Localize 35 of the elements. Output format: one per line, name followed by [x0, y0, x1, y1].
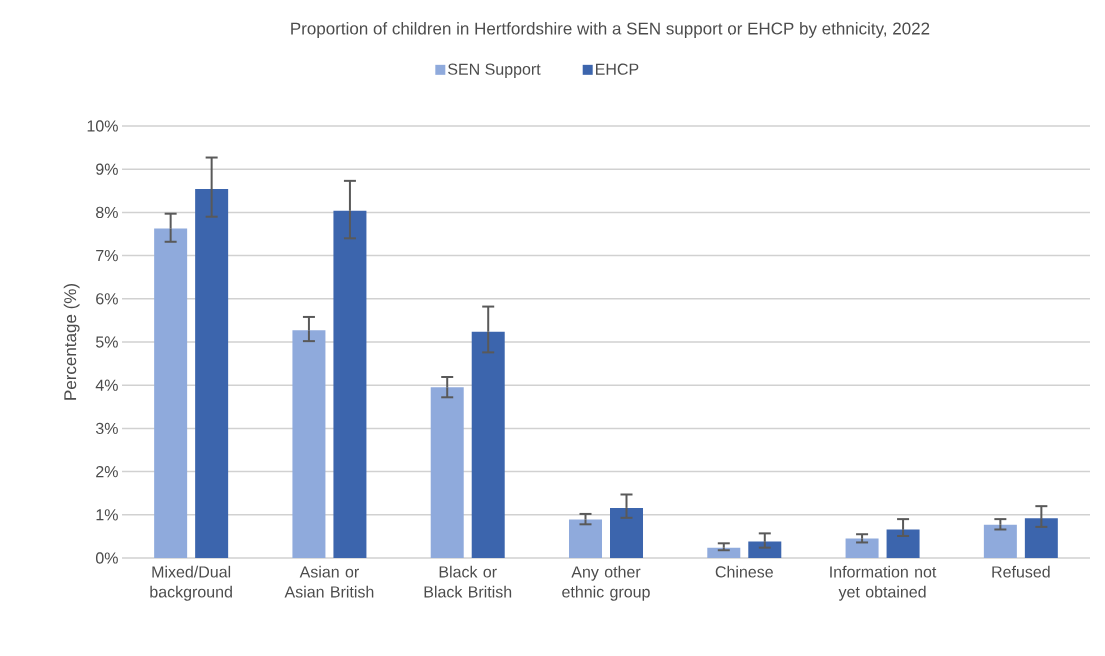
y-tick-label: 8% [96, 206, 118, 219]
bar [195, 189, 229, 558]
y-tick-label: 5% [95, 336, 118, 348]
y-tick-label: 6% [96, 293, 118, 305]
bar [983, 524, 1017, 558]
chart-title: Proportion of children in Hertfordshire with a SEN support or EHCP by ethnicity, 2022 [291, 22, 930, 38]
y-tick-label: 2% [96, 465, 118, 478]
bar [430, 387, 464, 558]
x-tick-label: Black or Black British [424, 565, 512, 598]
y-tick-label: 7% [96, 250, 118, 262]
x-tick-label: Refused [992, 565, 1050, 578]
y-tick-label: 4% [95, 379, 118, 391]
x-tick-label: Information not yet obtained [830, 565, 937, 601]
bar [471, 331, 505, 558]
x-tick-label: Chinese [715, 565, 773, 578]
y-tick-label: 1% [96, 509, 118, 521]
x-tick-label: Any other ethnic group [562, 565, 650, 601]
bar [1024, 518, 1058, 558]
bar [292, 330, 326, 558]
x-tick-label: Asian or Asian British [284, 565, 374, 598]
y-axis-title: Percentage (%) [63, 284, 80, 400]
y-tick-label: 10% [87, 120, 118, 132]
y-tick-label: 3% [95, 422, 118, 435]
y-tick-label: 9% [96, 163, 118, 175]
bar [845, 538, 879, 558]
bar [333, 210, 367, 558]
bar [610, 507, 643, 558]
bar [569, 519, 602, 558]
bar [154, 228, 188, 558]
bar [748, 541, 782, 558]
legend-label: SEN Support [448, 63, 541, 78]
legend-label: EHCP [596, 63, 639, 75]
x-tick-label: Mixed/Dual background [150, 565, 232, 601]
bar [886, 529, 920, 558]
y-tick-label: 0% [95, 552, 118, 564]
